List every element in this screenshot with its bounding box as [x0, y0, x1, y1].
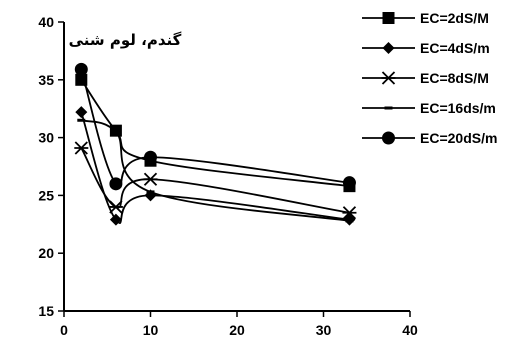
series-3: [74, 141, 357, 220]
data-point: [109, 213, 122, 226]
legend-label: EC=16ds/m: [420, 100, 496, 116]
data-point: [143, 172, 158, 186]
legend-item: EC=20dS/m: [362, 130, 497, 146]
x-tick-label: 0: [60, 322, 68, 338]
legend-marker: [382, 42, 395, 54]
legend-item: EC=2dS/M: [362, 10, 489, 26]
y-tick-label: 15: [38, 303, 54, 319]
legend-marker: [384, 106, 393, 110]
legend-label: EC=4dS/m: [420, 40, 490, 56]
y-tick-label: 40: [38, 14, 54, 30]
x-tick-label: 20: [229, 322, 245, 338]
series-4: [77, 118, 354, 223]
legend-item: EC=4dS/m: [362, 40, 490, 56]
legend-marker: [381, 71, 396, 85]
series-2: [75, 106, 356, 226]
legend-label: EC=2dS/M: [420, 10, 489, 26]
y-tick-label: 25: [38, 187, 54, 203]
x-tick-label: 10: [143, 322, 159, 338]
data-point: [109, 177, 123, 191]
data-point: [74, 62, 88, 76]
x-tick-label: 30: [316, 322, 332, 338]
chart-title: گندم، لوم شنی: [69, 31, 182, 49]
series-5: [74, 62, 356, 191]
data-point: [345, 219, 354, 223]
y-tick-label: 20: [38, 245, 54, 261]
data-point: [146, 190, 155, 194]
axes: 15 20 25 30 35 40 0 10 20 30 40: [38, 14, 418, 338]
data-point: [77, 118, 86, 122]
data-point: [108, 200, 123, 214]
x-tick-label: 40: [402, 322, 418, 338]
y-tick-label: 30: [38, 130, 54, 146]
legend-label: EC=20dS/m: [420, 130, 497, 146]
series-line: [80, 111, 350, 224]
data-point: [342, 176, 356, 190]
data-point: [111, 130, 120, 134]
legend-marker: [382, 131, 395, 145]
legend-marker: [382, 12, 395, 24]
series-layer: [74, 62, 357, 226]
legend-item: EC=8dS/M: [362, 70, 489, 86]
y-tick-label: 35: [38, 72, 54, 88]
data-point: [342, 206, 357, 220]
series-line: [80, 69, 350, 189]
series-line: [80, 147, 350, 214]
data-point: [75, 106, 88, 119]
legend-item: EC=16ds/m: [362, 100, 496, 116]
legend-label: EC=8dS/M: [420, 70, 489, 86]
data-point: [74, 141, 89, 155]
series-line: [80, 79, 350, 188]
legend: EC=2dS/M EC=4dS/m EC=8dS/M EC=16ds/m EC=20dS…: [362, 10, 497, 146]
data-point: [144, 150, 157, 164]
series-line: [81, 119, 350, 222]
